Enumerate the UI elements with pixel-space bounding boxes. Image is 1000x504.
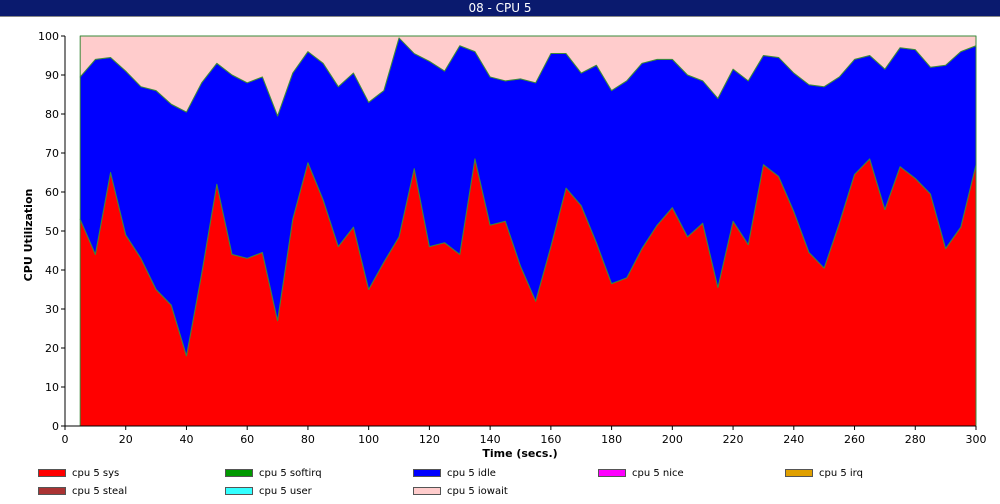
x-tick-label: 120 — [419, 433, 440, 446]
legend-label: cpu 5 sys — [72, 467, 120, 479]
x-tick-label: 280 — [905, 433, 926, 446]
x-tick-label: 180 — [601, 433, 622, 446]
legend-item: cpu 5 softirq — [225, 466, 322, 480]
y-tick-label: 80 — [45, 108, 59, 121]
series-area-cpu-5-iowait — [79, 35, 977, 117]
legend-label: cpu 5 user — [259, 485, 312, 497]
legend-swatch — [785, 469, 813, 477]
legend-swatch — [38, 469, 66, 477]
y-axis-label: CPU Utilization — [22, 189, 35, 282]
legend-label: cpu 5 iowait — [447, 485, 508, 497]
x-tick-label: 260 — [844, 433, 865, 446]
legend-label: cpu 5 softirq — [259, 467, 322, 479]
legend-swatch — [413, 487, 441, 495]
y-tick-label: 90 — [45, 69, 59, 82]
window-title: 08 - CPU 5 — [0, 0, 1000, 16]
chart-panel: 0 10 20 30 40 50 60 70 80 90 100 0 20 40 60 80 100 120 140… — [0, 16, 1000, 461]
x-tick-label: 60 — [240, 433, 254, 446]
legend-label: cpu 5 idle — [447, 467, 496, 479]
x-tick-label: 300 — [966, 433, 987, 446]
y-tick-label: 50 — [45, 225, 59, 238]
x-axis-label: Time (secs.) — [482, 447, 557, 460]
legend-label: cpu 5 irq — [819, 467, 863, 479]
legend-item: cpu 5 idle — [413, 466, 496, 480]
y-tick-label: 60 — [45, 186, 59, 199]
legend-swatch — [225, 487, 253, 495]
y-tick-label: 70 — [45, 147, 59, 160]
legend-swatch — [598, 469, 626, 477]
legend-item: cpu 5 nice — [598, 466, 684, 480]
x-tick-label: 40 — [179, 433, 193, 446]
legend-item: cpu 5 irq — [785, 466, 863, 480]
legend-item: cpu 5 user — [225, 484, 312, 498]
legend-label: cpu 5 nice — [632, 467, 684, 479]
axes: 0 10 20 30 40 50 60 70 80 90 100 0 20 40 60 80 100 120 140… — [38, 30, 987, 446]
legend-swatch — [38, 487, 66, 495]
x-tick-label: 100 — [358, 433, 379, 446]
y-tick-label: 40 — [45, 264, 59, 277]
y-tick-label: 100 — [38, 30, 59, 43]
y-tick-label: 10 — [45, 381, 59, 394]
x-tick-label: 160 — [540, 433, 561, 446]
legend-swatch — [225, 469, 253, 477]
stacked-areas — [79, 35, 977, 427]
legend-label: cpu 5 steal — [72, 485, 128, 497]
y-tick-label: 20 — [45, 342, 59, 355]
y-tick-label: 30 — [45, 303, 59, 316]
x-tick-label: 140 — [480, 433, 501, 446]
x-tick-label: 0 — [62, 433, 69, 446]
legend-item: cpu 5 steal — [38, 484, 127, 498]
legend-swatch — [413, 469, 441, 477]
x-tick-label: 20 — [119, 433, 133, 446]
chart-legend: cpu 5 sys cpu 5 softirq cpu 5 idle cpu 5 ni… — [0, 462, 1000, 504]
legend-item: cpu 5 sys — [38, 466, 119, 480]
legend-item: cpu 5 iowait — [413, 484, 508, 498]
cpu-utilization-chart: 0 10 20 30 40 50 60 70 80 90 100 0 20 40 60 80 100 120 140… — [22, 30, 987, 460]
x-tick-label: 220 — [723, 433, 744, 446]
y-tick-label: 0 — [52, 420, 59, 433]
x-tick-label: 200 — [662, 433, 683, 446]
x-tick-label: 80 — [301, 433, 315, 446]
x-tick-label: 240 — [783, 433, 804, 446]
